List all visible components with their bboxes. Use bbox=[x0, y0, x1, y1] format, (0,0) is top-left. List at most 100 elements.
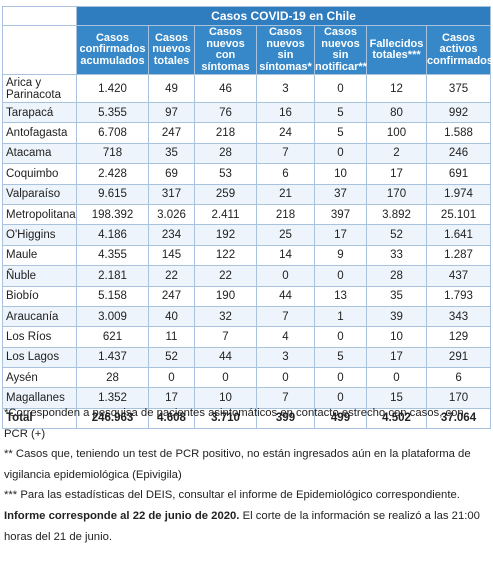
value-cell: 2 bbox=[366, 142, 427, 165]
value-cell: 691 bbox=[425, 163, 492, 185]
value-cell: 6 bbox=[256, 163, 315, 185]
value-cell: 17 bbox=[148, 387, 195, 409]
value-cell: 1.974 bbox=[425, 183, 492, 205]
table-row: Biobío 5.158 247 190 44 13 35 1.793 bbox=[2, 285, 492, 307]
region-name: Araucanía bbox=[2, 305, 77, 328]
value-cell: 0 bbox=[366, 367, 427, 389]
value-cell: 621 bbox=[76, 326, 149, 348]
value-cell: 17 bbox=[366, 163, 427, 185]
table-row: Maule 4.355 145 122 14 9 33 1.287 bbox=[2, 244, 492, 267]
value-cell: 247 bbox=[148, 285, 195, 307]
value-cell: 718 bbox=[76, 142, 149, 165]
value-cell: 12 bbox=[366, 74, 427, 103]
value-cell: 192 bbox=[194, 224, 257, 246]
value-cell: 145 bbox=[148, 244, 195, 267]
total-value-cell: 3.710 bbox=[194, 407, 257, 429]
footnote-asintomaticos: *Corresponden a pesquisa de pacientes as… bbox=[4, 407, 464, 440]
region-name: Maule bbox=[2, 244, 77, 267]
value-cell: 1.437 bbox=[76, 346, 149, 369]
value-cell: 80 bbox=[366, 101, 427, 124]
table-row: Atacama 718 35 28 7 0 2 246 bbox=[2, 142, 492, 165]
value-cell: 7 bbox=[256, 387, 315, 409]
value-cell: 259 bbox=[194, 183, 257, 205]
value-cell: 122 bbox=[194, 244, 257, 267]
header-confirmados: Casos confirmados acumulados bbox=[76, 25, 149, 75]
value-cell: 397 bbox=[314, 203, 367, 226]
region-name: Magallanes bbox=[2, 387, 77, 409]
value-cell: 246 bbox=[425, 142, 492, 165]
table-row: Aysén 28 0 0 0 0 0 6 bbox=[2, 367, 492, 389]
value-cell: 7 bbox=[194, 326, 257, 348]
value-cell: 69 bbox=[148, 163, 195, 185]
total-value-cell: 4.608 bbox=[148, 407, 195, 429]
region-header-cell bbox=[2, 25, 77, 75]
value-cell: 49 bbox=[148, 74, 195, 103]
value-cell: 247 bbox=[148, 122, 195, 144]
region-name: Ñuble bbox=[2, 265, 77, 287]
value-cell: 992 bbox=[425, 101, 492, 124]
value-cell: 25.101 bbox=[425, 203, 492, 226]
value-cell: 0 bbox=[256, 367, 315, 389]
value-cell: 170 bbox=[425, 387, 492, 409]
value-cell: 4.355 bbox=[76, 244, 149, 267]
footnote-deis: *** Para las estadísticas del DEIS, cons… bbox=[4, 489, 460, 502]
total-value-cell: 37.064 bbox=[425, 407, 492, 429]
region-name: Aysén bbox=[2, 367, 77, 389]
total-row: Total 246.963 4.608 3.710 399 499 4.502 37.064 bbox=[2, 407, 492, 429]
value-cell: 37 bbox=[314, 183, 367, 205]
value-cell: 234 bbox=[148, 224, 195, 246]
value-cell: 5.158 bbox=[76, 285, 149, 307]
value-cell: 317 bbox=[148, 183, 195, 205]
value-cell: 5 bbox=[314, 122, 367, 144]
report-date-bold: Informe corresponde al 22 de junio de 20… bbox=[4, 509, 240, 522]
value-cell: 28 bbox=[76, 367, 149, 389]
value-cell: 1.793 bbox=[425, 285, 492, 307]
total-value-cell: 499 bbox=[314, 407, 367, 429]
header-nuevos-totales: Casos nuevos totales bbox=[148, 25, 195, 75]
value-cell: 0 bbox=[314, 74, 367, 103]
region-name: Coquimbo bbox=[2, 163, 77, 185]
value-cell: 0 bbox=[148, 367, 195, 389]
region-name: Metropolitana bbox=[2, 203, 77, 226]
value-cell: 3.892 bbox=[366, 203, 427, 226]
value-cell: 0 bbox=[314, 367, 367, 389]
value-cell: 4.186 bbox=[76, 224, 149, 246]
region-name: Los Ríos bbox=[2, 326, 77, 348]
value-cell: 52 bbox=[148, 346, 195, 369]
value-cell: 40 bbox=[148, 305, 195, 328]
value-cell: 44 bbox=[256, 285, 315, 307]
header-fallecidos: Fallecidos totales*** bbox=[366, 25, 427, 75]
value-cell: 0 bbox=[314, 387, 367, 409]
region-name: Tarapacá bbox=[2, 101, 77, 124]
value-cell: 0 bbox=[314, 265, 367, 287]
header-sin-sintomas: Casos nuevos sin síntomas* bbox=[256, 25, 315, 75]
value-cell: 6 bbox=[425, 367, 492, 389]
value-cell: 1.641 bbox=[425, 224, 492, 246]
value-cell: 22 bbox=[148, 265, 195, 287]
region-name: Arica y Parinacota bbox=[2, 74, 77, 103]
value-cell: 13 bbox=[314, 285, 367, 307]
value-cell: 218 bbox=[194, 122, 257, 144]
value-cell: 1.420 bbox=[76, 74, 149, 103]
value-cell: 4 bbox=[256, 326, 315, 348]
value-cell: 5 bbox=[314, 346, 367, 369]
footnote-report-date: Informe corresponde al 22 de junio de 20… bbox=[4, 506, 488, 547]
total-label: Total bbox=[2, 407, 77, 429]
table-row: O'Higgins 4.186 234 192 25 17 52 1.641 bbox=[2, 224, 492, 246]
value-cell: 39 bbox=[366, 305, 427, 328]
value-cell: 3 bbox=[256, 74, 315, 103]
table-row: Antofagasta 6.708 247 218 24 5 100 1.588 bbox=[2, 122, 492, 144]
value-cell: 14 bbox=[256, 244, 315, 267]
value-cell: 28 bbox=[194, 142, 257, 165]
report-cutoff-text: El corte de la información se realizó a … bbox=[4, 509, 480, 543]
covid-cases-table: Casos COVID-19 en Chile Casos confirmado… bbox=[2, 6, 493, 429]
value-cell: 1 bbox=[314, 305, 367, 328]
total-value-cell: 4.502 bbox=[366, 407, 427, 429]
table-row: Valparaíso 9.615 317 259 21 37 170 1.974 bbox=[2, 183, 492, 205]
value-cell: 5 bbox=[314, 101, 367, 124]
value-cell: 0 bbox=[314, 142, 367, 165]
header-activos: Casos activos confirmados bbox=[425, 25, 493, 75]
value-cell: 129 bbox=[425, 326, 492, 348]
value-cell: 1.352 bbox=[76, 387, 149, 409]
